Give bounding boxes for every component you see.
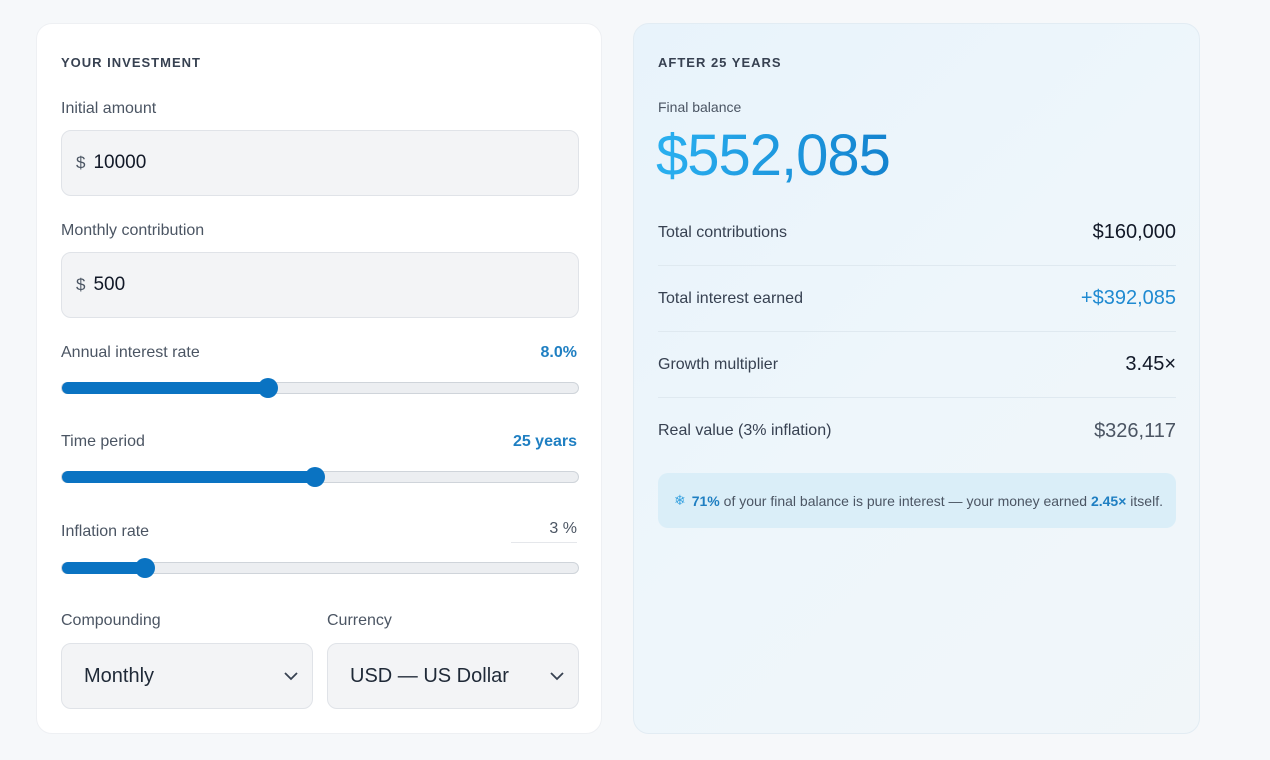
interest-rate-slider-thumb[interactable]: [258, 378, 279, 398]
time-period-slider-fill: [62, 471, 315, 483]
stat-value: 3.45×: [1125, 353, 1176, 375]
stat-label: Total interest earned: [658, 289, 803, 307]
stat-label: Real value (3% inflation): [658, 422, 832, 439]
interest-rate-slider-fill: [62, 382, 269, 394]
monthly-contribution-label: Monthly contribution: [61, 222, 205, 239]
inflation-rate-slider-fill: [62, 562, 145, 574]
compounding-label: Compounding: [61, 612, 161, 629]
growth-multiplier-row: Growth multiplier 3.45×: [658, 332, 1176, 398]
currency-symbol: $: [76, 153, 86, 172]
stat-value: $326,117: [1094, 419, 1176, 442]
time-period-label: Time period: [61, 433, 145, 450]
interest-rate-label: Annual interest rate: [61, 344, 200, 361]
insight-text-b: itself.: [1126, 492, 1163, 509]
inflation-rate-label: Inflation rate: [61, 523, 150, 540]
investment-section-title: YOUR INVESTMENT: [61, 55, 201, 70]
stat-value: $160,000: [1092, 221, 1176, 243]
monthly-contribution-value: 500: [93, 274, 126, 295]
final-balance-value: $552,085: [656, 123, 891, 188]
stat-label: Growth multiplier: [658, 355, 779, 373]
monthly-contribution-input[interactable]: $ 500: [61, 252, 579, 318]
investment-panel: YOUR INVESTMENT Initial amount $ 10000 M…: [36, 23, 602, 734]
interest-rate-value: 8.0%: [540, 344, 577, 361]
total-contributions-row: Total contributions $160,000: [658, 200, 1176, 266]
inflation-rate-slider-thumb[interactable]: [134, 558, 155, 578]
currency-label: Currency: [327, 612, 392, 629]
inflation-rate-slider[interactable]: [61, 558, 579, 578]
initial-amount-value: 10000: [93, 152, 147, 173]
time-period-slider[interactable]: [61, 467, 579, 487]
time-period-value: 25 years: [512, 433, 577, 450]
inflation-rate-input[interactable]: 3 %: [511, 520, 577, 543]
insight-pct: 71%: [691, 492, 720, 509]
insight-multiplier: 2.45×: [1090, 492, 1127, 509]
insight-text-a: of your final balance is pure interest —…: [719, 492, 1091, 509]
compounding-select[interactable]: Monthly: [61, 643, 313, 709]
total-interest-row: Total interest earned +$392,085: [658, 266, 1176, 332]
time-period-slider-thumb[interactable]: [304, 467, 325, 487]
final-balance-label: Final balance: [658, 99, 742, 115]
compounding-selected: Monthly: [84, 664, 155, 687]
stat-value: +$392,085: [1080, 287, 1176, 309]
currency-symbol: $: [76, 275, 86, 294]
initial-amount-input[interactable]: $ 10000: [61, 130, 579, 196]
real-value-row: Real value (3% inflation) $326,117: [658, 398, 1176, 464]
initial-amount-label: Initial amount: [61, 100, 157, 117]
interest-rate-slider[interactable]: [61, 378, 579, 398]
insight-text: 71% of your final balance is pure intere…: [692, 493, 1163, 509]
results-panel: AFTER 25 YEARS Final balance $552,085 To…: [633, 23, 1200, 734]
chevron-down-icon: [550, 672, 564, 681]
insight-callout: ❄ 71% of your final balance is pure inte…: [658, 473, 1176, 528]
results-section-title: AFTER 25 YEARS: [658, 55, 782, 70]
stat-label: Total contributions: [658, 223, 787, 241]
chevron-down-icon: [284, 672, 298, 681]
currency-select[interactable]: USD — US Dollar: [327, 643, 579, 709]
sparkle-icon: ❄: [674, 492, 686, 508]
currency-selected: USD — US Dollar: [350, 664, 509, 687]
